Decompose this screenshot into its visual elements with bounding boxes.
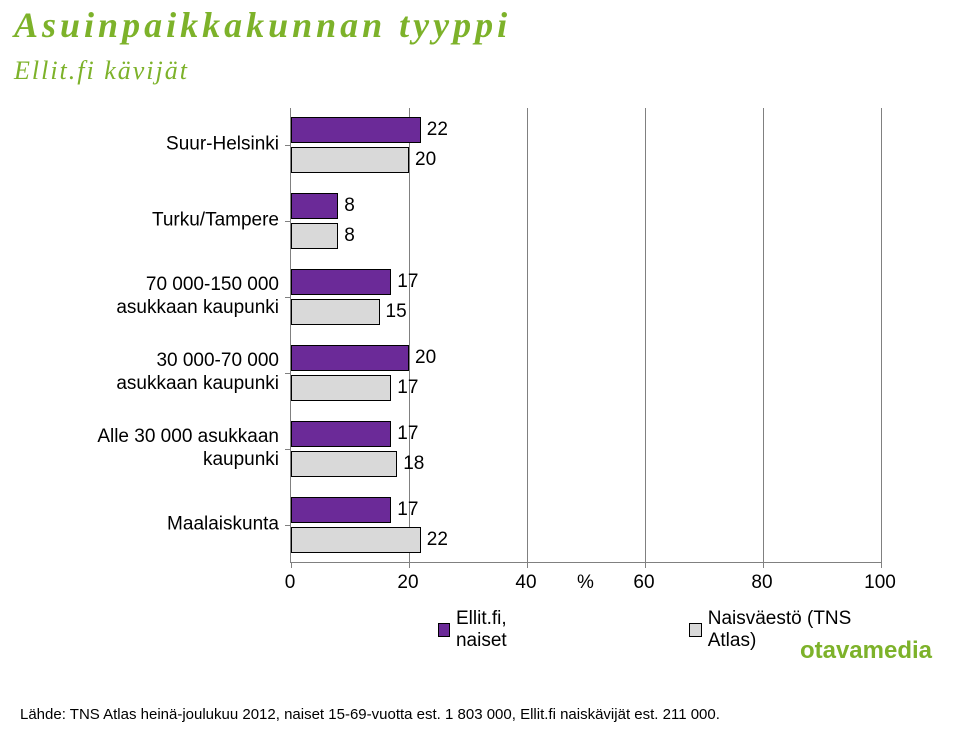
x-tick — [881, 562, 882, 568]
y-tick — [285, 449, 291, 450]
x-tick-label: 100 — [864, 572, 896, 594]
x-tick — [763, 562, 764, 568]
bar — [291, 345, 409, 371]
bar — [291, 223, 338, 249]
x-tick-label: 80 — [751, 572, 772, 594]
x-unit-label: % — [577, 572, 594, 594]
gridline — [645, 108, 646, 562]
bar — [291, 497, 391, 523]
plot-area: Suur-Helsinki2220Turku/Tampere8870 000-1… — [290, 108, 881, 563]
bar-value-label: 15 — [386, 301, 407, 323]
category-label: Turku/Tampere — [29, 210, 291, 233]
legend-swatch — [438, 623, 450, 637]
bar-value-label: 17 — [397, 423, 418, 445]
x-tick — [291, 562, 292, 568]
bar-value-label: 18 — [403, 453, 424, 475]
gridline — [763, 108, 764, 562]
x-tick — [645, 562, 646, 568]
y-tick — [285, 373, 291, 374]
brand-logo: otavamedia — [800, 637, 932, 665]
source-note: Lähde: TNS Atlas heinä-joulukuu 2012, na… — [20, 706, 720, 723]
page-subtitle: Ellit.fi kävijät — [14, 56, 189, 86]
page: Asuinpaikkakunnan tyyppi Ellit.fi kävijä… — [0, 0, 960, 737]
x-tick-label: 60 — [633, 572, 654, 594]
x-tick-label: 20 — [397, 572, 418, 594]
legend-label: Ellit.fi, naiset — [456, 608, 549, 652]
category-label: Suur-Helsinki — [29, 134, 291, 157]
bar — [291, 451, 397, 477]
bar — [291, 527, 421, 553]
gridline — [881, 108, 882, 562]
category-label: 30 000-70 000 asukkaan kaupunki — [29, 350, 291, 396]
y-tick — [285, 297, 291, 298]
bar-value-label: 20 — [415, 347, 436, 369]
category-label: 70 000-150 000 asukkaan kaupunki — [29, 274, 291, 320]
y-tick — [285, 221, 291, 222]
bar-value-label: 20 — [415, 149, 436, 171]
legend-item: Ellit.fi, naiset — [438, 608, 550, 652]
category-label: Alle 30 000 asukkaan kaupunki — [29, 426, 291, 472]
bar-value-label: 8 — [344, 225, 355, 247]
bar — [291, 269, 391, 295]
category-label: Maalaiskunta — [29, 514, 291, 537]
gridline — [409, 108, 410, 562]
y-tick — [285, 525, 291, 526]
y-tick — [285, 145, 291, 146]
bar — [291, 117, 421, 143]
bar-value-label: 22 — [427, 119, 448, 141]
legend-swatch — [689, 623, 702, 637]
bar — [291, 299, 380, 325]
x-tick — [409, 562, 410, 568]
x-tick-label: 0 — [285, 572, 296, 594]
bar-value-label: 8 — [344, 195, 355, 217]
bar — [291, 375, 391, 401]
bar — [291, 147, 409, 173]
bar-value-label: 17 — [397, 499, 418, 521]
bar-value-label: 17 — [397, 271, 418, 293]
page-title: Asuinpaikkakunnan tyyppi — [14, 4, 511, 46]
bar-value-label: 17 — [397, 377, 418, 399]
bar-chart: Suur-Helsinki2220Turku/Tampere8870 000-1… — [290, 108, 880, 652]
bar-value-label: 22 — [427, 529, 448, 551]
x-tick — [527, 562, 528, 568]
x-tick-label: 40 — [515, 572, 536, 594]
bar — [291, 421, 391, 447]
bar — [291, 193, 338, 219]
gridline — [527, 108, 528, 562]
